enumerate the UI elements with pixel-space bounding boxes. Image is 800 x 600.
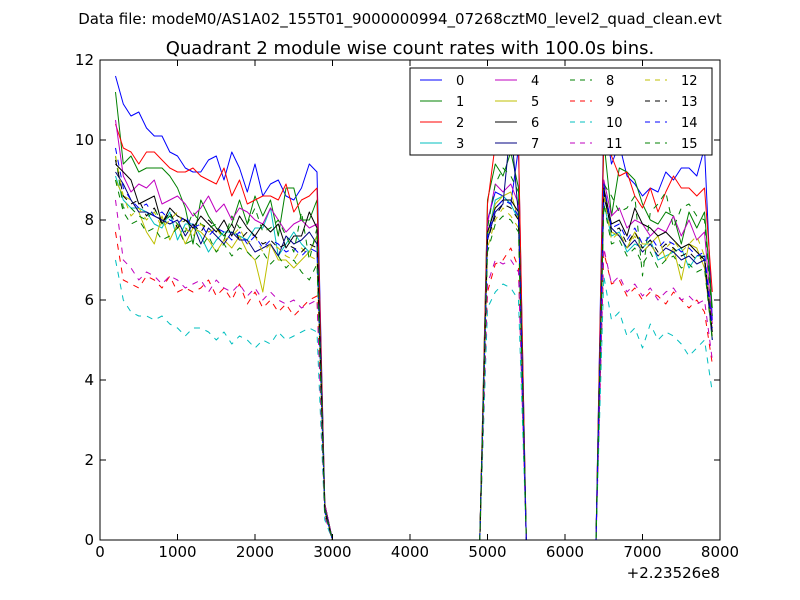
y-tick-label: 10	[75, 131, 94, 149]
legend-label-14: 14	[681, 116, 698, 131]
series-line-12	[115, 155, 713, 540]
y-tick-label: 2	[84, 451, 94, 469]
data-file-title: Data file: modeM0/AS1A02_155T01_90000009…	[78, 10, 722, 29]
series-line-1	[115, 91, 713, 540]
y-tick-label: 12	[75, 51, 94, 69]
legend-box	[409, 67, 713, 156]
x-tick-label: 0	[95, 543, 105, 561]
legend-label-7: 7	[531, 137, 539, 152]
legend-label-8: 8	[606, 74, 614, 89]
legend-label-10: 10	[606, 116, 623, 131]
x-tick-label: 8000	[701, 543, 739, 561]
legend-label-12: 12	[681, 74, 698, 89]
legend-label-13: 13	[681, 95, 698, 110]
series-line-8	[115, 155, 713, 540]
series-line-3	[115, 175, 713, 540]
series-line-2	[115, 123, 713, 540]
x-tick-label: 4000	[391, 543, 429, 561]
legend-label-5: 5	[531, 95, 539, 110]
legend-label-9: 9	[606, 95, 614, 110]
chart-title: Quadrant 2 module wise count rates with …	[166, 38, 655, 59]
series-line-14	[115, 147, 713, 540]
series-line-6	[115, 163, 713, 540]
y-tick-label: 0	[84, 531, 94, 549]
legend-label-4: 4	[531, 74, 539, 89]
series-line-10	[115, 259, 713, 540]
x-offset-label: +2.23526e8	[627, 564, 720, 582]
series-line-7	[115, 123, 713, 540]
legend-label-15: 15	[681, 137, 698, 152]
x-tick-label: 3000	[313, 543, 351, 561]
series-line-5	[115, 179, 713, 540]
y-tick-label: 8	[84, 211, 94, 229]
legend-label-11: 11	[606, 137, 623, 152]
legend-label-1: 1	[456, 95, 464, 110]
x-tick-label: 6000	[546, 543, 584, 561]
legend-label-0: 0	[456, 74, 464, 89]
series-line-4	[115, 119, 713, 540]
x-tick-label: 7000	[623, 543, 661, 561]
series-line-11	[115, 199, 713, 540]
legend-label-2: 2	[456, 116, 464, 131]
axes: 0 1000 2000 3000 4000 5000 6000 7000 80000246810…	[75, 51, 739, 561]
plot-area	[115, 75, 713, 540]
x-tick-label: 2000	[236, 543, 274, 561]
x-tick-label: 1000	[158, 543, 196, 561]
legend-label-6: 6	[531, 116, 539, 131]
series-line-9	[115, 231, 713, 540]
y-tick-label: 6	[84, 291, 94, 309]
y-tick-label: 4	[84, 371, 94, 389]
series-line-15	[115, 179, 713, 540]
x-tick-label: 5000	[468, 543, 506, 561]
legend-label-3: 3	[456, 137, 464, 152]
